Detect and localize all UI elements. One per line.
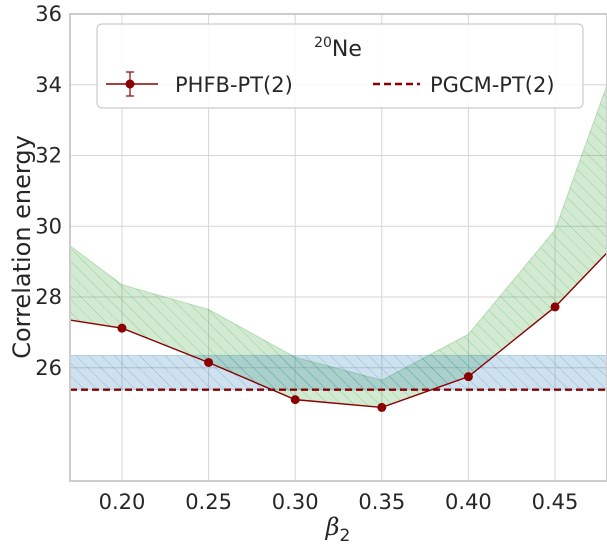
point-phfb-6 [550, 302, 560, 312]
point-phfb-3 [290, 395, 300, 405]
legend-title: 20Ne [314, 35, 362, 62]
x-axis-label: β2 [325, 513, 351, 544]
axes-frame [69, 13, 607, 482]
data-series [70, 252, 607, 412]
legend-box [96, 23, 584, 109]
y-tick-label-3: 32 [35, 144, 62, 168]
x-tick-label-4: 0.40 [445, 490, 492, 514]
point-phfb-2 [204, 357, 214, 367]
legend: 20Ne PHFB-PT(2) PGCM-PT(2) [96, 23, 584, 109]
y-tick-label-1: 28 [35, 285, 62, 309]
point-phfb-5 [463, 372, 473, 382]
x-axis-label-subscript: 2 [340, 526, 351, 544]
y-tick-label-2: 30 [35, 214, 62, 238]
band-phfb-hatch [70, 84, 607, 408]
x-tick-labels: 0.20 0.25 0.30 0.35 0.40 0.45 [99, 490, 579, 514]
legend-entry-phfb: PHFB-PT(2) [106, 71, 293, 97]
x-tick-label-3: 0.35 [358, 490, 405, 514]
y-axis-label: Correlation energy [8, 135, 36, 359]
x-axis-label-symbol: β [325, 513, 340, 541]
uncertainty-bands [70, 84, 607, 408]
point-phfb-4 [377, 402, 387, 412]
band-pgcm-hatch [70, 355, 607, 390]
legend-title-element: Ne [332, 37, 362, 62]
x-tick-label-1: 0.25 [185, 490, 232, 514]
legend-label-pgcm: PGCM-PT(2) [430, 73, 555, 97]
y-tick-label-5: 36 [35, 2, 62, 26]
point-phfb-1 [117, 323, 127, 333]
x-tick-label-2: 0.30 [272, 490, 319, 514]
legend-title-superscript: 20 [314, 35, 332, 51]
y-tick-labels: 26 28 30 32 34 36 [35, 2, 62, 380]
plot-border [69, 13, 607, 482]
x-tick-label-0: 0.20 [99, 490, 146, 514]
x-tick-label-5: 0.45 [532, 490, 579, 514]
legend-entry-pgcm: PGCM-PT(2) [373, 73, 555, 97]
legend-marker-phfb [125, 79, 135, 89]
y-tick-label-0: 26 [35, 356, 62, 380]
y-tick-label-4: 34 [35, 73, 62, 97]
legend-label-phfb: PHFB-PT(2) [175, 73, 293, 97]
line-phfb [70, 252, 607, 409]
